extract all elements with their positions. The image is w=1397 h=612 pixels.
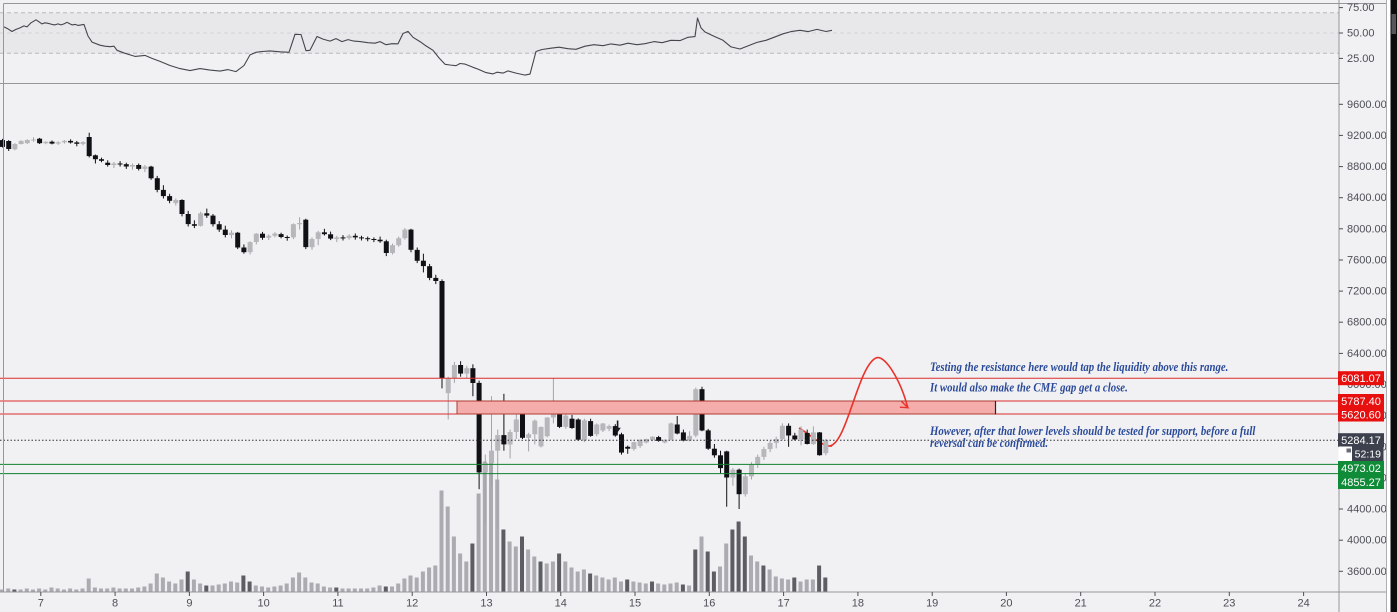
svg-text:5787.40: 5787.40 [1341, 396, 1381, 408]
svg-text:3600.00: 3600.00 [1347, 566, 1387, 578]
svg-text:6800.00: 6800.00 [1347, 317, 1387, 329]
svg-text:16: 16 [703, 598, 715, 610]
svg-text:5620.60: 5620.60 [1341, 409, 1381, 421]
svg-text:4973.02: 4973.02 [1341, 463, 1381, 475]
svg-text:However, after that lower leve: However, after that lower levels should … [929, 424, 1256, 438]
svg-text:18: 18 [852, 598, 864, 610]
svg-text:25.00: 25.00 [1347, 53, 1375, 65]
svg-text:17: 17 [777, 598, 789, 610]
svg-text:4000.00: 4000.00 [1347, 535, 1387, 547]
svg-text:6081.07: 6081.07 [1341, 373, 1381, 385]
svg-text:8800.00: 8800.00 [1347, 161, 1387, 173]
svg-text:50.00: 50.00 [1347, 28, 1375, 40]
svg-text:20: 20 [1000, 598, 1012, 610]
svg-text:75.00: 75.00 [1347, 2, 1375, 14]
svg-text:4400.00: 4400.00 [1347, 504, 1387, 516]
svg-text:24: 24 [1297, 598, 1309, 610]
svg-text:13: 13 [480, 598, 492, 610]
svg-text:23: 23 [1223, 598, 1235, 610]
svg-text:7600.00: 7600.00 [1347, 255, 1387, 267]
svg-text:6400.00: 6400.00 [1347, 348, 1387, 360]
svg-text:15: 15 [629, 598, 641, 610]
svg-text:5284.17: 5284.17 [1341, 435, 1381, 447]
svg-text:8000.00: 8000.00 [1347, 223, 1387, 235]
svg-text:19: 19 [926, 598, 938, 610]
svg-text:7: 7 [38, 598, 44, 610]
svg-text:8: 8 [112, 598, 118, 610]
svg-text:reversal can be confirmed.: reversal can be confirmed. [930, 437, 1048, 451]
svg-text:It would also make the CME gap: It would also make the CME gap get a clo… [929, 381, 1128, 395]
svg-text:Testing the resistance here wo: Testing the resistance here would tap th… [930, 360, 1228, 374]
svg-text:9: 9 [186, 598, 192, 610]
svg-text:21: 21 [1075, 598, 1087, 610]
svg-text:10: 10 [257, 598, 269, 610]
svg-text:7200.00: 7200.00 [1347, 286, 1387, 298]
svg-text:9600.00: 9600.00 [1347, 99, 1387, 111]
svg-text:14: 14 [555, 598, 567, 610]
svg-text:12: 12 [406, 598, 418, 610]
svg-text:52:19: 52:19 [1355, 449, 1381, 461]
svg-text:4855.27: 4855.27 [1341, 477, 1381, 489]
svg-text:11: 11 [332, 598, 343, 610]
svg-text:9200.00: 9200.00 [1347, 130, 1387, 142]
svg-text:22: 22 [1149, 598, 1161, 610]
svg-text:8400.00: 8400.00 [1347, 192, 1387, 204]
